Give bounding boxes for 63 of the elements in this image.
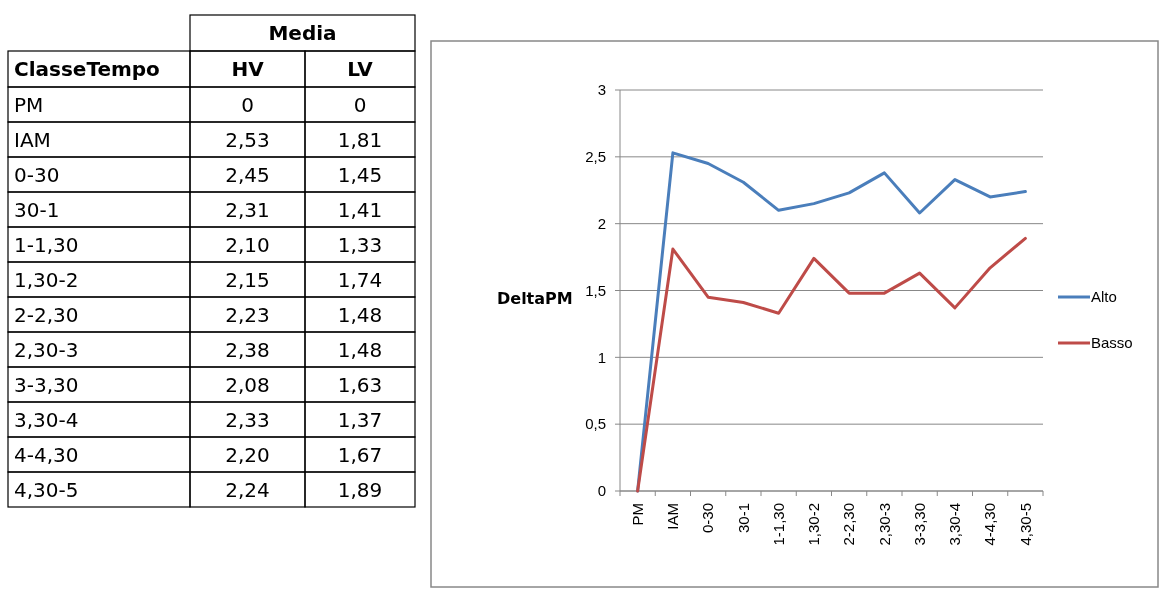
text: Media	[268, 21, 337, 45]
y-tick-label: 0,5	[585, 415, 606, 433]
text: PM	[14, 92, 44, 117]
x-tick-label: 3,30-4	[946, 503, 964, 546]
text: 1,74	[337, 267, 383, 292]
x-tick-label: 2-2,30	[840, 503, 858, 546]
text: 0	[353, 92, 367, 117]
text: 2,30-3	[14, 337, 79, 362]
text: 1-1,30	[14, 232, 79, 257]
text: 3,30-4	[14, 407, 79, 432]
text: 30-1	[14, 197, 60, 222]
text: 2,31	[225, 197, 270, 222]
x-tick-label: 3-3,30	[910, 503, 928, 546]
line-series	[636, 236, 1027, 493]
y-tick-label: 3	[597, 81, 606, 99]
text: 0	[241, 92, 254, 117]
x-tick-label: 30-1	[734, 503, 752, 534]
x-tick-label: 1-1,30	[769, 503, 787, 546]
y-tick-label: 1,5	[585, 281, 606, 299]
y-tick-label: 2	[597, 214, 606, 232]
x-tick-label: 0-30	[699, 503, 717, 534]
x-tick-label: IAM	[664, 503, 682, 530]
text: 0-30	[14, 162, 60, 187]
text: 2,08	[225, 372, 270, 397]
x-tick-label: PM	[628, 503, 646, 526]
legend-label: Alto	[1091, 288, 1117, 306]
y-tick-label: 0	[597, 482, 606, 500]
text: 1,63	[337, 372, 383, 397]
y-axis-title: DeltaPM	[497, 288, 573, 308]
text: 2,20	[225, 442, 270, 467]
text: 2,23	[225, 302, 270, 327]
text: 2,45	[225, 162, 270, 187]
text: 2,53	[225, 127, 270, 152]
text: LV	[347, 57, 374, 81]
text: IAM	[14, 127, 51, 152]
x-tick-label: 4-4,30	[981, 503, 999, 546]
text: 1,89	[337, 477, 383, 502]
text: ClasseTempo	[14, 57, 160, 81]
text: 1,67	[337, 442, 383, 467]
text: 1,30-2	[14, 267, 79, 292]
text: 1,48	[337, 337, 383, 362]
text: 2,33	[225, 407, 270, 432]
text: 1,81	[337, 127, 383, 152]
text: 1,37	[337, 407, 383, 432]
text: HV	[231, 57, 265, 81]
text: 2,10	[225, 232, 270, 257]
x-tick-label: 1,30-2	[805, 503, 823, 546]
x-tick-label: 2,30-3	[875, 503, 893, 546]
y-tick-label: 1	[597, 348, 606, 366]
text: 2-2,30	[14, 302, 79, 327]
legend-label: Basso	[1091, 334, 1133, 352]
text: 3-3,30	[14, 372, 79, 397]
text: 1,48	[337, 302, 383, 327]
text: 2,38	[225, 337, 270, 362]
y-tick-label: 2,5	[585, 148, 606, 166]
text: 2,24	[225, 477, 270, 502]
x-tick-label: 4,30-5	[1016, 503, 1034, 546]
text: 1,41	[337, 197, 383, 222]
text: 1,33	[337, 232, 383, 257]
text: 1,45	[337, 162, 383, 187]
text: 4-4,30	[14, 442, 79, 467]
text: 2,15	[225, 267, 270, 292]
text: 4,30-5	[14, 477, 79, 502]
